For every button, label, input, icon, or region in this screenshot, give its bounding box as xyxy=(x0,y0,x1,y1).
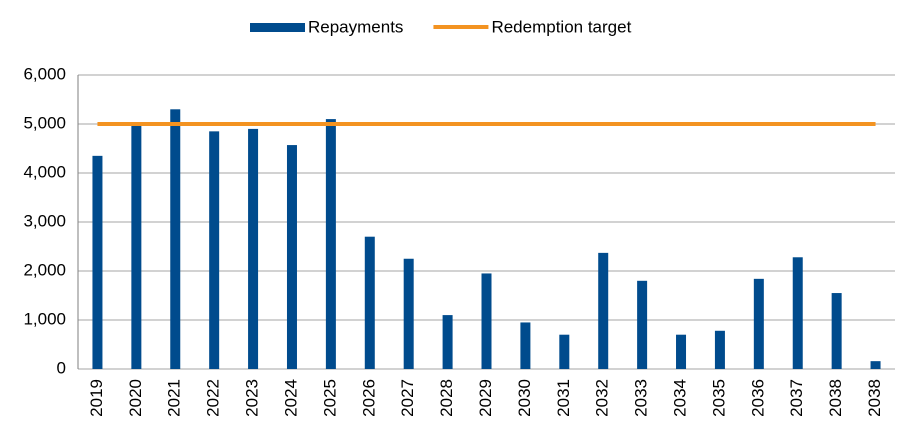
x-tick-label: 2020 xyxy=(126,379,145,417)
bar xyxy=(870,361,881,369)
y-tick-label: 6,000 xyxy=(23,64,66,83)
bar xyxy=(598,252,609,369)
x-tick-label: 2028 xyxy=(437,379,456,417)
y-tick-label: 1,000 xyxy=(23,309,66,328)
bar xyxy=(792,257,803,369)
y-tick-label: 5,000 xyxy=(23,113,66,132)
bar xyxy=(831,293,842,369)
y-tick-label: 0 xyxy=(57,358,66,377)
x-tick-label: 2024 xyxy=(281,379,300,417)
bar xyxy=(325,119,336,369)
legend-label: Repayments xyxy=(308,17,403,36)
x-tick-label: 2021 xyxy=(165,379,184,417)
bar xyxy=(248,128,259,369)
bar xyxy=(403,258,414,369)
x-tick-label: 2026 xyxy=(359,379,378,417)
x-tick-label: 2034 xyxy=(671,379,690,417)
x-tick-label: 2038 xyxy=(865,379,884,417)
y-tick-label: 2,000 xyxy=(23,260,66,279)
bar xyxy=(559,334,570,369)
x-tick-label: 2036 xyxy=(748,379,767,417)
x-tick-label: 2025 xyxy=(320,379,339,417)
x-tick-label: 2019 xyxy=(87,379,106,417)
x-tick-label: 2029 xyxy=(476,379,495,417)
bar xyxy=(209,131,220,369)
x-tick-label: 2031 xyxy=(554,379,573,417)
bar xyxy=(714,330,725,369)
bar xyxy=(753,278,764,369)
x-tick-label: 2033 xyxy=(632,379,651,417)
y-tick-label: 3,000 xyxy=(23,211,66,230)
bar xyxy=(364,236,375,369)
x-tick-label: 2030 xyxy=(515,379,534,417)
x-tick-label: 2037 xyxy=(787,379,806,417)
legend-label: Redemption target xyxy=(491,17,631,36)
bar xyxy=(481,273,492,369)
y-tick-label: 4,000 xyxy=(23,162,66,181)
x-tick-label: 2038 xyxy=(826,379,845,417)
x-tick-label: 2032 xyxy=(593,379,612,417)
bar xyxy=(520,322,531,369)
bar xyxy=(286,145,297,369)
legend-swatch xyxy=(250,23,305,32)
bar xyxy=(131,124,142,369)
bar xyxy=(442,315,453,369)
bar xyxy=(92,155,103,369)
x-tick-label: 2022 xyxy=(204,379,223,417)
bar xyxy=(170,109,181,370)
bar xyxy=(676,334,687,369)
x-tick-label: 2027 xyxy=(398,379,417,417)
x-tick-label: 2023 xyxy=(243,379,262,417)
x-tick-label: 2035 xyxy=(709,379,728,417)
bar xyxy=(637,280,648,369)
